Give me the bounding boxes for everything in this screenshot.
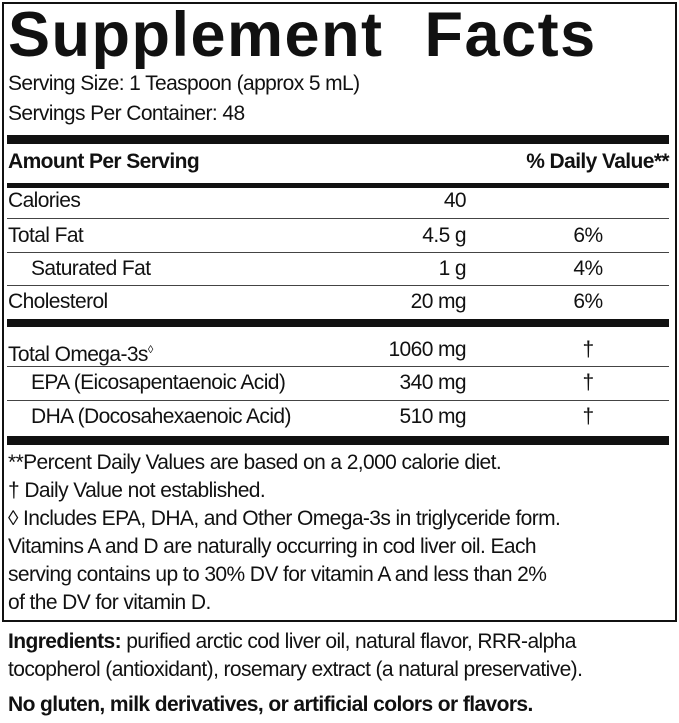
row-divider: [7, 400, 669, 401]
supplement-facts-panel: [2, 2, 677, 622]
allergen-statement: No gluten, milk derivatives, or artifici…: [8, 693, 533, 716]
serving-size: Serving Size: 1 Teaspoon (approx 5 mL): [8, 72, 360, 95]
row-dv: †: [582, 405, 594, 428]
ingredients-line: tocopherol (antioxidant), rosemary extra…: [8, 658, 583, 681]
row-name: Saturated Fat: [31, 257, 151, 280]
row-amount: 20 mg: [410, 290, 467, 313]
row-dv: †: [582, 338, 594, 361]
row-dv: 6%: [573, 290, 603, 313]
row-divider: [7, 366, 669, 367]
row-divider: [7, 285, 669, 286]
row-amount: 1060 mg: [388, 338, 466, 361]
footnote: **Percent Daily Values are based on a 2,…: [8, 451, 502, 474]
row-dv: †: [582, 371, 594, 394]
divider-thick: [7, 319, 669, 327]
daily-value-header: % Daily Value**: [526, 150, 669, 173]
row-divider: [7, 218, 669, 219]
divider-thick: [7, 135, 669, 144]
row-name-text: Total Omega-3s: [8, 343, 148, 366]
panel-title: Supplement Facts: [8, 0, 597, 70]
row-name: Cholesterol: [8, 290, 108, 313]
divider-medium: [7, 183, 669, 188]
footnote: serving contains up to 30% DV for vitami…: [8, 563, 547, 586]
footnote: Vitamins A and D are naturally occurring…: [8, 535, 537, 558]
row-amount: 510 mg: [399, 405, 467, 428]
row-name: EPA (Eicosapentaenoic Acid): [31, 371, 286, 394]
row-dv: 4%: [573, 257, 603, 280]
row-name: Calories: [8, 189, 81, 212]
divider-thick: [7, 436, 669, 445]
row-amount: 1 g: [438, 257, 467, 280]
footnote: of the DV for vitamin D.: [8, 591, 211, 614]
footnote: ◊ Includes EPA, DHA, and Other Omega-3s …: [8, 507, 561, 530]
row-divider: [7, 252, 669, 253]
servings-per-container: Servings Per Container: 48: [8, 102, 245, 125]
row-dv: 6%: [573, 224, 603, 247]
ingredients-label: Ingredients:: [8, 630, 122, 653]
amount-per-serving-header: Amount Per Serving: [8, 150, 200, 173]
row-amount: 340 mg: [399, 371, 467, 394]
ingredients-line: Ingredients: purified arctic cod liver o…: [8, 630, 576, 654]
row-name: Total Omega-3s◊: [8, 338, 153, 367]
row-amount: 40: [443, 189, 467, 212]
row-name: Total Fat: [8, 224, 84, 247]
row-name: DHA (Docosahexaenoic Acid): [31, 405, 291, 428]
footnote: † Daily Value not established.: [8, 479, 266, 502]
diamond-footnote-marker: ◊: [147, 344, 153, 356]
ingredients-text: purified arctic cod liver oil, natural f…: [120, 630, 576, 653]
row-amount: 4.5 g: [422, 224, 466, 247]
